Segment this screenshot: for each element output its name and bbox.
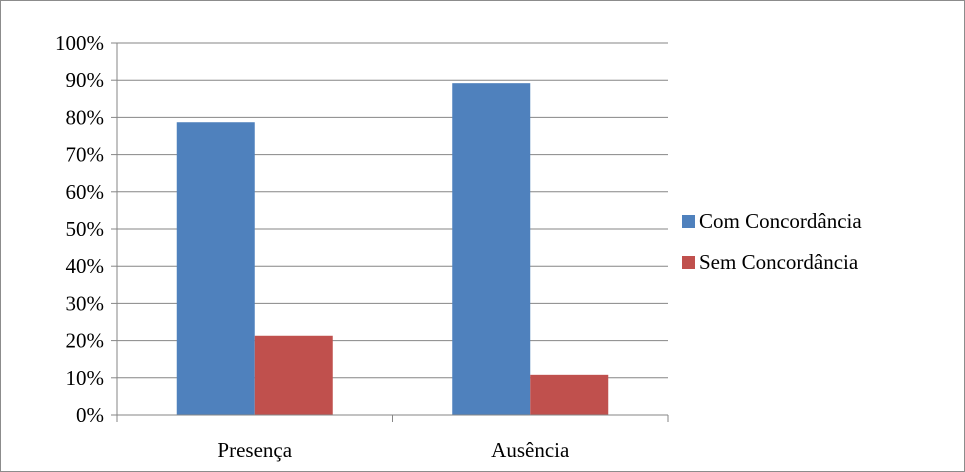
y-tick-label: 50% [66, 217, 105, 241]
legend-swatch [682, 215, 695, 228]
bars [176, 83, 609, 416]
axis-labels: 0% 10% 20% 30% 40% 50% 60% 70% 80% 90% 100% Presenç… [55, 31, 570, 462]
bar-com-concordancia [452, 83, 531, 416]
bar-com-concordancia [176, 122, 255, 416]
x-category-label: Ausência [491, 438, 570, 462]
y-tick-label: 30% [66, 291, 105, 315]
y-tick-label: 20% [66, 329, 105, 353]
legend-label: Com Concordância [699, 209, 862, 233]
legend: Com Concordância Sem Concordância [682, 209, 862, 274]
bar-sem-concordancia [530, 374, 609, 415]
y-tick-label: 90% [66, 68, 105, 92]
y-tick-label: 100% [55, 31, 104, 55]
legend-label: Sem Concordância [699, 250, 859, 274]
y-tick-label: 80% [66, 105, 105, 129]
y-tick-label: 0% [76, 403, 104, 427]
y-tick-label: 60% [66, 180, 105, 204]
y-tick-label: 10% [66, 366, 105, 390]
y-tick-label: 40% [66, 254, 105, 278]
axes [111, 42, 669, 422]
y-tick-label: 70% [66, 143, 105, 167]
bar-sem-concordancia [254, 335, 333, 415]
x-category-label: Presença [217, 438, 292, 462]
legend-swatch [682, 256, 695, 269]
